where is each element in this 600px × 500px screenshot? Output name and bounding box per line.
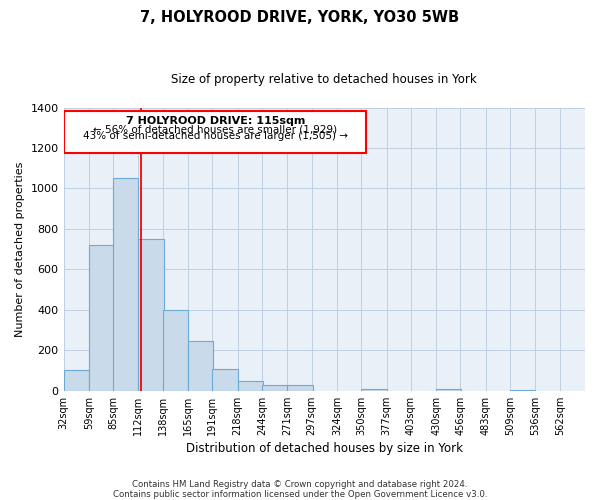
Bar (287, 385, 313, 391)
Bar (510, 390, 535, 391)
X-axis label: Distribution of detached houses by size in York: Distribution of detached houses by size … (186, 442, 463, 455)
Bar (436, 389, 461, 391)
Bar (238, 381, 263, 391)
Text: Contains HM Land Registry data © Crown copyright and database right 2024.: Contains HM Land Registry data © Crown c… (132, 480, 468, 489)
Bar (139, 239, 164, 391)
Bar (64, 110, 366, 153)
Text: Contains public sector information licensed under the Open Government Licence v3: Contains public sector information licen… (113, 490, 487, 499)
Text: 7, HOLYROOD DRIVE, YORK, YO30 5WB: 7, HOLYROOD DRIVE, YORK, YO30 5WB (140, 10, 460, 25)
Text: 7 HOLYROOD DRIVE: 115sqm: 7 HOLYROOD DRIVE: 115sqm (125, 116, 305, 126)
Bar (361, 389, 386, 391)
Bar (89, 245, 114, 391)
Bar (212, 368, 238, 391)
Y-axis label: Number of detached properties: Number of detached properties (15, 162, 25, 337)
Text: 43% of semi-detached houses are larger (1,505) →: 43% of semi-detached houses are larger (… (83, 132, 348, 141)
Bar (188, 341, 214, 391)
Bar (64, 370, 89, 391)
Title: Size of property relative to detached houses in York: Size of property relative to detached ho… (172, 72, 477, 86)
Bar (262, 385, 287, 391)
Bar (113, 178, 139, 391)
Text: ← 56% of detached houses are smaller (1,929): ← 56% of detached houses are smaller (1,… (93, 124, 337, 134)
Bar (163, 310, 188, 391)
